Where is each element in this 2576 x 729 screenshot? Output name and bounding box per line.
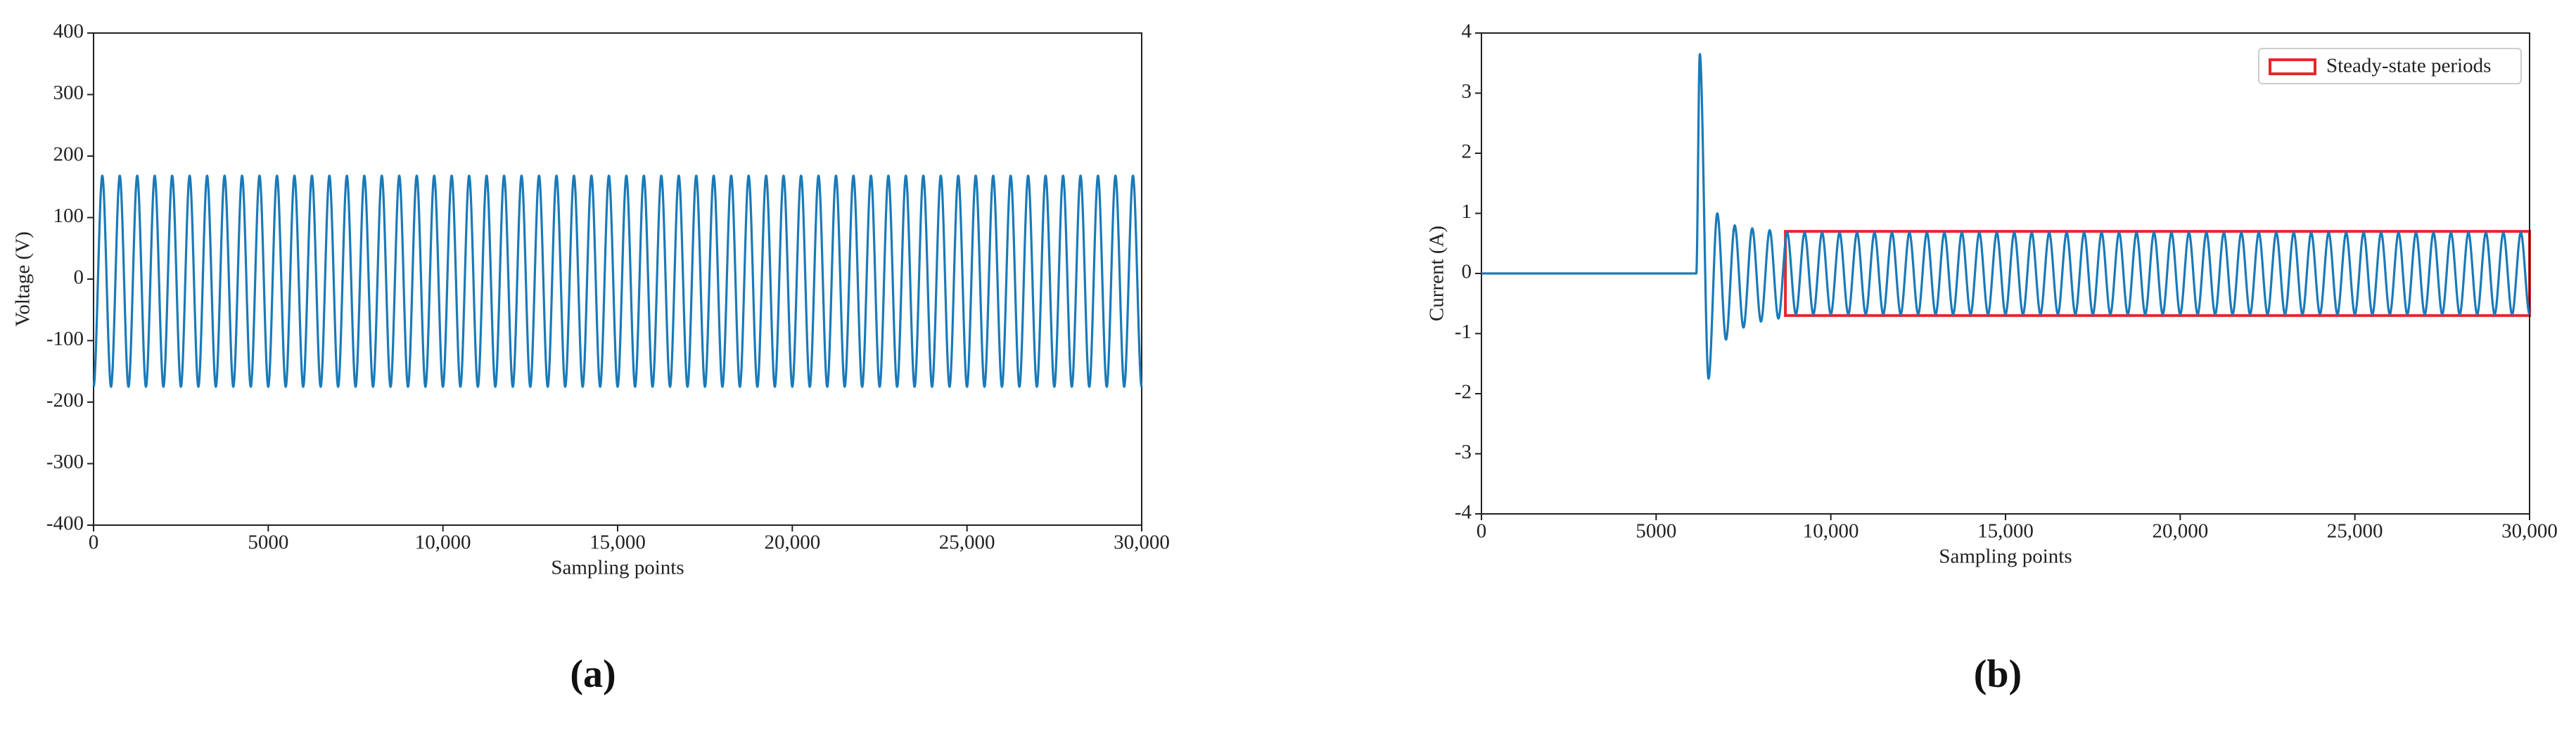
y-tick-label: 2 — [1462, 141, 1472, 163]
chart-panel: -4 -3 -2 -1 0 1 2 3 4 0 5000 10,000 15,000 20,000 25,0… — [1426, 20, 2558, 696]
y-tick-label: -2 — [1455, 381, 1472, 404]
y-tick-label: 300 — [53, 82, 84, 104]
x-tick-label: 30,000 — [1114, 531, 1170, 554]
y-tick-label: 200 — [53, 143, 84, 166]
y-tick-label: 100 — [53, 205, 84, 227]
x-tick-label: 15,000 — [589, 531, 646, 554]
x-tick-label: 0 — [89, 531, 99, 554]
x-tick-label: 25,000 — [939, 531, 995, 554]
panel-label: (a) — [570, 652, 616, 696]
x-axis-title: Sampling points — [1939, 546, 2072, 568]
data-line — [1481, 53, 2531, 380]
x-axis-title: Sampling points — [551, 557, 684, 579]
y-tick-label: 3 — [1462, 80, 1472, 103]
data-line — [92, 174, 1143, 388]
x-tick-label: 25,000 — [2327, 520, 2383, 543]
x-tick-label: 5000 — [1635, 520, 1676, 543]
x-tick-label: 20,000 — [764, 531, 820, 554]
plot-frame — [93, 32, 1142, 526]
x-tick-label: 20,000 — [2152, 520, 2208, 543]
y-tick-label: -4 — [1455, 501, 1472, 524]
x-tick-label: 15,000 — [1977, 520, 2034, 543]
y-tick-label: 0 — [74, 266, 84, 289]
y-tick-label: 4 — [1462, 20, 1472, 43]
legend-swatch — [2269, 58, 2316, 75]
x-tick-label: 30,000 — [2501, 520, 2558, 543]
x-tick-label: 5000 — [248, 531, 288, 554]
chart-panel: -400 -300 -200 -100 0 100 200 300 400 0 5000 10,000… — [12, 20, 1170, 696]
y-tick-label: -200 — [46, 389, 84, 412]
y-tick-label: 400 — [53, 20, 84, 43]
y-axis-title: Current (A) — [1426, 226, 1448, 321]
x-tick-label: 10,000 — [415, 531, 471, 554]
x-tick-label: 0 — [1477, 520, 1487, 543]
y-tick-label: -400 — [46, 512, 84, 535]
y-tick-label: -3 — [1455, 441, 1472, 463]
y-tick-label: -1 — [1455, 321, 1472, 343]
y-axis-title: Voltage (V) — [12, 231, 34, 327]
legend-label: Steady-state periods — [2326, 55, 2491, 77]
y-tick-label: 0 — [1462, 261, 1472, 283]
panel-label: (b) — [1974, 652, 2022, 696]
y-tick-label: -100 — [46, 328, 84, 350]
y-tick-label: 1 — [1462, 200, 1472, 223]
legend-frame — [2258, 48, 2522, 84]
x-tick-label: 10,000 — [1803, 520, 1859, 543]
y-tick-label: -300 — [46, 451, 84, 473]
